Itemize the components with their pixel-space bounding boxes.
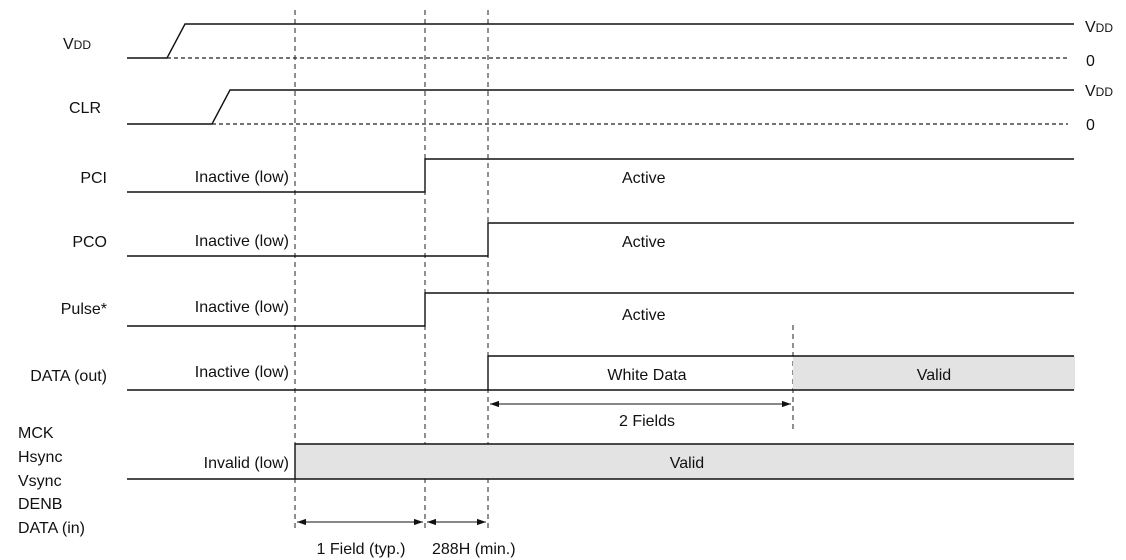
pco-active-label: Active: [622, 234, 666, 251]
vdd-signal: VDD VDD 0: [63, 19, 1113, 70]
input-signal-data-in: DATA (in): [18, 520, 85, 537]
pulse-active-label: Active: [622, 307, 666, 324]
clr-zero-level-label: 0: [1086, 117, 1095, 134]
data-out-waveform: [127, 355, 1074, 391]
vdd-zero-level-label: 0: [1086, 53, 1095, 70]
data-out-label: DATA (out): [30, 368, 107, 385]
data-out-valid-label: Valid: [917, 367, 951, 384]
inputs-valid-band: [295, 444, 1074, 479]
vdd-waveform: [127, 23, 1074, 59]
pci-active-label: Active: [622, 170, 666, 187]
clr-waveform: [127, 89, 1074, 125]
data-out-valid-band: [793, 356, 1075, 390]
pulse-waveform: [127, 292, 1074, 327]
input-signals: MCK Hsync Vsync DENB DATA (in) Invalid (…: [18, 425, 1074, 537]
pci-signal: PCI Inactive (low) Active: [80, 158, 1074, 193]
clr-label: CLR: [69, 100, 101, 117]
inputs-invalid-label: Invalid (low): [204, 455, 289, 472]
input-signal-mck: MCK: [18, 425, 54, 442]
pulse-signal: Pulse* Inactive (low) Active: [61, 292, 1074, 327]
pci-waveform: [127, 158, 1074, 193]
pci-label: PCI: [80, 170, 107, 187]
inputs-valid-edge: [294, 443, 1074, 479]
pco-inactive-label: Inactive (low): [195, 233, 289, 250]
data-out-white-data-label: White Data: [607, 367, 686, 384]
pulse-inactive-label: Inactive (low): [195, 299, 289, 316]
pco-waveform: [127, 222, 1074, 257]
data-out-inactive-label: Inactive (low): [195, 364, 289, 381]
two-fields-label: 2 Fields: [619, 413, 675, 430]
pci-inactive-label: Inactive (low): [195, 169, 289, 186]
clr-high-level-label: VDD: [1085, 83, 1113, 100]
vdd-high-level-label: VDD: [1085, 19, 1113, 36]
pulse-label: Pulse*: [61, 301, 107, 318]
clr-signal: CLR VDD 0: [69, 83, 1113, 134]
input-signal-denb: DENB: [18, 496, 62, 513]
vdd-label: VDD: [63, 36, 91, 53]
input-signal-vsync: Vsync: [18, 473, 62, 490]
pco-label: PCO: [72, 234, 107, 251]
one-field-label: 1 Field (typ.): [317, 541, 406, 558]
input-signal-hsync: Hsync: [18, 449, 62, 466]
pco-signal: PCO Inactive (low) Active: [72, 222, 1074, 257]
h288-label: 288H (min.): [432, 541, 516, 558]
data-out-signal: DATA (out) Inactive (low) White Data Val…: [30, 355, 1075, 391]
inputs-valid-label: Valid: [670, 455, 704, 472]
